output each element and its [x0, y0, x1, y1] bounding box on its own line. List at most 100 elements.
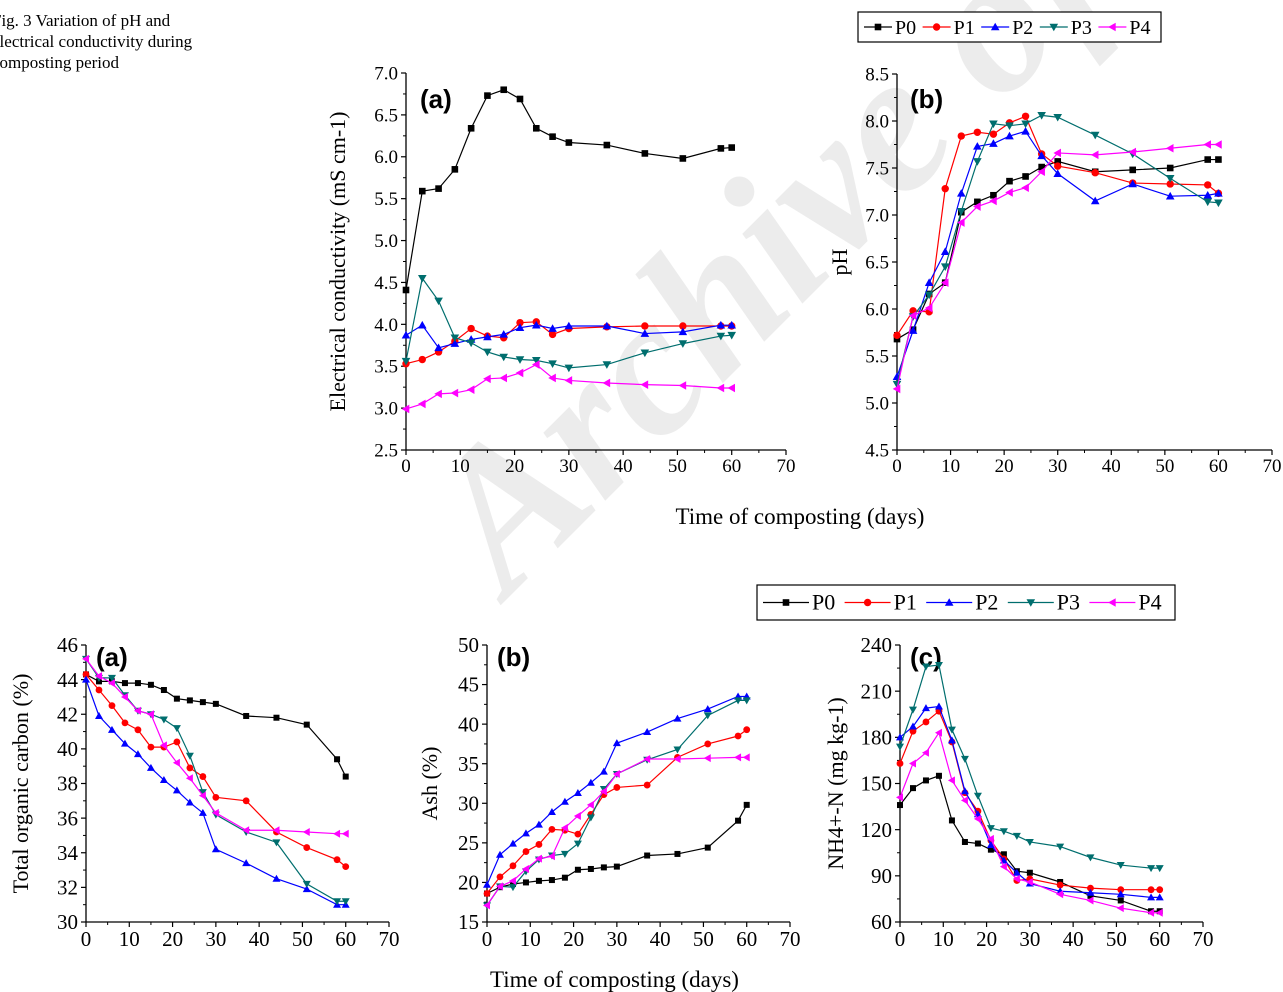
data-point [947, 776, 955, 785]
series-line-p1 [405, 321, 732, 365]
data-point [302, 827, 310, 836]
series-p3 [483, 697, 751, 910]
legend-label: P4 [1138, 590, 1161, 615]
data-point [1037, 151, 1046, 160]
data-point [743, 801, 750, 808]
x-tick-label: 30 [559, 456, 578, 477]
data-point [272, 839, 281, 847]
x-tick-label: 50 [1106, 927, 1127, 951]
data-point [1147, 865, 1156, 873]
data-point [704, 844, 711, 851]
data-point [734, 697, 743, 705]
data-point [534, 820, 543, 828]
data-point [172, 786, 181, 794]
x-tick-label: 60 [722, 456, 741, 477]
data-point [508, 884, 517, 892]
series-line-p3 [486, 699, 747, 906]
data-point [434, 389, 442, 399]
data-point [613, 784, 621, 791]
data-point [273, 714, 280, 721]
data-point [924, 291, 934, 300]
data-point [892, 380, 902, 389]
data-point [727, 331, 737, 340]
data-point [484, 92, 491, 99]
x-tick-label: 40 [249, 927, 270, 951]
data-point [451, 166, 459, 173]
data-point [640, 349, 650, 358]
data-point [434, 297, 443, 306]
chart-panel-1: 0 10 20 30 40 50 60 70 2.5 3.0 3.5 4.0 4.5 5.0 5.5 6.0 6… [325, 63, 796, 477]
legend-marker [1108, 598, 1116, 607]
y-tick-label: 240 [861, 633, 893, 657]
y-tick-label: 180 [861, 725, 893, 749]
y-tick-label: 120 [861, 818, 893, 842]
y-tick-label: 8.0 [865, 111, 889, 132]
data-point [1005, 188, 1013, 197]
data-point [121, 719, 129, 727]
data-point [613, 863, 620, 870]
data-point [921, 704, 930, 712]
y-tick-label: 6.0 [374, 147, 398, 168]
data-point [704, 740, 712, 748]
y-axis-label: pH [827, 248, 852, 275]
legend-marker [1049, 23, 1059, 32]
data-point [173, 738, 181, 746]
x-tick-label: 0 [892, 456, 902, 477]
data-point [548, 826, 556, 833]
data-point [934, 728, 942, 737]
y-tick-label: 7.5 [865, 158, 889, 179]
data-point [644, 852, 651, 859]
data-point [564, 321, 574, 330]
y-axis-label: Ash (%) [417, 747, 442, 821]
data-point [986, 841, 995, 849]
data-point [560, 850, 569, 858]
data-point [402, 286, 410, 294]
data-point [198, 791, 206, 800]
x-tick-label: 20 [995, 456, 1014, 477]
x-tick-label: 40 [1063, 927, 1084, 951]
data-point [922, 777, 929, 784]
data-point [1117, 886, 1125, 894]
data-point [734, 732, 742, 740]
y-tick-label: 38 [57, 772, 78, 796]
data-point [535, 841, 543, 848]
data-point [147, 743, 155, 751]
data-point [896, 760, 904, 767]
series-line-p0 [896, 158, 1219, 340]
data-point [548, 373, 556, 383]
data-point [934, 702, 943, 710]
data-point [934, 662, 943, 670]
data-point [499, 373, 508, 383]
x-tick-label: 60 [736, 927, 757, 951]
series-p1 [82, 671, 350, 870]
data-point [548, 324, 557, 332]
legend-label: P1 [954, 17, 975, 39]
series-line-p2 [486, 695, 747, 886]
x-tick-label: 10 [451, 456, 470, 477]
data-point [1086, 888, 1095, 896]
data-point [924, 278, 934, 286]
data-point [574, 830, 582, 838]
series-line-p4 [85, 658, 346, 835]
data-point [401, 404, 410, 414]
data-point [960, 796, 968, 805]
panel-label: (a) [96, 642, 128, 672]
series-p4 [483, 753, 750, 910]
data-point [418, 187, 426, 195]
data-point [483, 890, 491, 897]
x-tick-label: 50 [292, 927, 313, 951]
data-point [973, 202, 981, 211]
data-point [1147, 908, 1155, 917]
series-line-p3 [899, 664, 1160, 869]
data-point [673, 746, 682, 754]
y-tick-label: 60 [871, 910, 892, 934]
series-line-p1 [896, 115, 1219, 336]
data-point [417, 274, 427, 283]
y-tick-label: 36 [57, 806, 78, 830]
data-point [986, 825, 995, 833]
data-point [495, 850, 504, 858]
data-point [483, 332, 492, 341]
x-tick-label: 30 [1019, 927, 1040, 951]
y-tick-label: 5.5 [865, 346, 889, 367]
data-point [134, 680, 141, 687]
